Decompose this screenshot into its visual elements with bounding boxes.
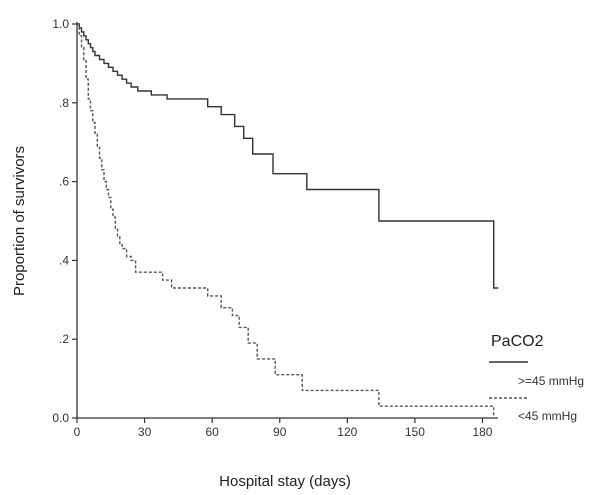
- x-axis-ticks: 0 30 60 90 120 150 180: [74, 418, 493, 439]
- x-tick-label: 0: [74, 425, 81, 439]
- legend-title: PaCO2: [491, 333, 544, 350]
- legend-label-low: <45 mmHg: [518, 409, 577, 423]
- x-tick-label: 30: [138, 425, 152, 439]
- y-axis-title: Proportion of survivors: [11, 146, 28, 296]
- y-tick-label: .8: [59, 96, 69, 110]
- series-line-low-paco2: [77, 23, 495, 418]
- y-tick-label: .2: [59, 332, 69, 346]
- y-tick-label: 1.0: [52, 17, 69, 31]
- y-axis-ticks: 0.0 .2 .4 .6 .8 1.0: [52, 17, 77, 425]
- axes: [76, 22, 498, 419]
- x-tick-label: 60: [205, 425, 219, 439]
- y-tick-label: 0.0: [52, 411, 69, 425]
- y-tick-label: .4: [59, 253, 69, 267]
- series-lines: [77, 23, 499, 418]
- x-tick-label: 180: [472, 425, 492, 439]
- x-axis-title: Hospital stay (days): [219, 473, 351, 490]
- x-tick-label: 150: [405, 425, 425, 439]
- y-tick-label: .6: [59, 175, 69, 189]
- x-tick-label: 90: [273, 425, 287, 439]
- legend: PaCO2 >=45 mmHg <45 mmHg: [489, 333, 584, 423]
- series-line-high-paco2: [77, 23, 499, 289]
- x-tick-label: 120: [337, 425, 357, 439]
- legend-label-high: >=45 mmHg: [518, 374, 584, 388]
